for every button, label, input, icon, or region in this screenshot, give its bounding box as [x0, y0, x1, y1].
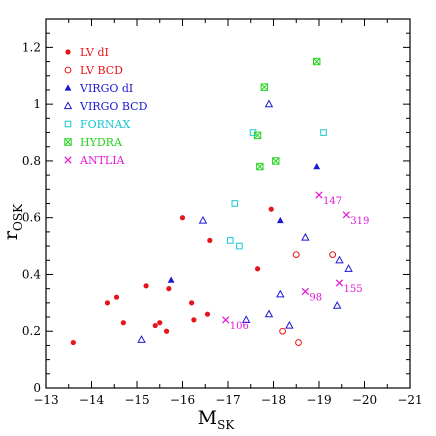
y-tick-label: 1.2 [22, 40, 41, 54]
legend-label-fornax: FORNAX [80, 118, 131, 131]
data-point-lv-di [189, 300, 195, 306]
data-point-hydra [256, 162, 264, 171]
legend-marker-virgo-di [64, 84, 72, 91]
data-point-lv-di [166, 286, 172, 292]
data-point-antlia [315, 191, 323, 199]
x-tick-label: −17 [215, 393, 240, 407]
axis-labels: MSK rOSK [0, 203, 235, 432]
legend-label-lv-bcd: LV BCD [80, 64, 123, 77]
data-point-antlia [335, 279, 344, 287]
x-tick-label: −13 [33, 393, 58, 407]
data-point-lv-bcd [295, 339, 302, 346]
data-point-lv-di [254, 266, 261, 272]
axes: −13 −14 −15 −16 −17 −18 −19 −20 −21 0 0.2 0.4 0.6 0.8… [22, 18, 423, 407]
data-point-hydra [253, 131, 262, 140]
data-point-hydra [272, 157, 280, 165]
data-point-lv-di [191, 317, 197, 323]
x-tick-label: −19 [306, 393, 331, 407]
legend-label-antlia: ANTLIA [79, 154, 126, 167]
legend-marker-virgo-bcd [63, 101, 73, 110]
y-tick-label: 0.8 [22, 154, 41, 168]
legend-marker-lv-bcd [64, 66, 72, 74]
legend-label-virgo-bcd: VIRGO BCD [79, 100, 148, 113]
point-label: 147 [323, 196, 342, 207]
y-tick-label: 0.2 [22, 324, 41, 338]
legend-marker-lv-di [65, 49, 71, 55]
y-tick-label: 1 [33, 97, 41, 111]
legend-marker-fornax [64, 120, 72, 128]
x-tick-label: −14 [79, 393, 105, 407]
data-point-virgo-bcd [264, 99, 274, 108]
y-axis-label-main: r [0, 230, 22, 240]
data-point-fornax [236, 242, 243, 250]
data-point-virgo-di [313, 163, 321, 170]
legend-label-virgo-di: VIRGO dI [79, 82, 133, 95]
data-point-virgo-bcd [137, 335, 146, 343]
data-point-virgo-bcd [264, 309, 274, 318]
data-points: 106 98 147 155 319 [70, 57, 369, 346]
data-point-virgo-bcd [276, 289, 285, 298]
data-point-lv-di [163, 328, 170, 334]
data-point-virgo-di [276, 216, 284, 224]
x-axis-label-main: M [198, 407, 217, 429]
y-tick-label: 0.4 [22, 267, 41, 281]
data-point-virgo-bcd [198, 215, 208, 224]
data-point-lv-bcd [279, 327, 287, 335]
data-point-hydra [260, 83, 269, 91]
data-point-lv-di [179, 215, 186, 221]
data-point-fornax [226, 237, 234, 244]
data-point-lv-di [113, 294, 120, 300]
legend: LV dI LV BCD VIRGO dI VIRGO BCD FORNAX HYDRA A… [63, 46, 148, 167]
x-tick-label: −18 [261, 393, 286, 407]
data-point-lv-di [268, 206, 274, 212]
data-point-lv-di [104, 300, 111, 306]
y-tick-label: 0.6 [22, 211, 41, 225]
data-point-virgo-bcd [285, 320, 294, 329]
data-point-lv-di [120, 320, 126, 326]
data-point-virgo-bcd [332, 301, 342, 309]
data-point-virgo-bcd [344, 264, 353, 272]
point-label: 106 [230, 321, 249, 332]
data-point-virgo-bcd [241, 315, 251, 323]
data-point-virgo-di [167, 276, 175, 283]
data-point-fornax [320, 129, 327, 136]
point-label: 155 [343, 284, 362, 295]
y-tick-label: 0 [33, 381, 41, 395]
data-point-lv-bcd [292, 251, 300, 258]
y-axis-label: rOSK [0, 203, 25, 240]
data-point-lv-di [157, 320, 163, 326]
data-point-antlia [301, 287, 310, 296]
x-tick-label: −20 [352, 393, 377, 407]
legend-marker-hydra [64, 138, 72, 146]
data-point-lv-di [204, 311, 211, 317]
data-point-lv-di [207, 237, 213, 243]
point-label: 319 [350, 216, 369, 227]
data-point-fornax [231, 200, 239, 207]
data-point-antlia [342, 211, 350, 219]
data-point-antlia [222, 316, 230, 324]
y-axis-label-sub: OSK [11, 203, 25, 231]
point-label: 98 [309, 292, 322, 303]
data-point-lv-di [152, 322, 158, 329]
x-tick-label: −16 [170, 393, 195, 407]
x-axis-label: MSK [198, 407, 236, 432]
x-tick-label: −15 [124, 393, 149, 407]
data-point-lv-di [143, 283, 149, 289]
legend-marker-antlia [64, 156, 72, 164]
data-point-lv-bcd [329, 251, 337, 258]
data-point-lv-di [70, 339, 76, 346]
x-tick-label: −21 [397, 393, 422, 407]
data-point-hydra [313, 57, 321, 66]
x-axis-label-sub: SK [217, 418, 235, 432]
legend-label-hydra: HYDRA [80, 136, 123, 149]
data-point-virgo-bcd [335, 255, 344, 264]
legend-label-lv-di: LV dI [80, 46, 109, 59]
data-point-virgo-bcd [301, 232, 310, 241]
